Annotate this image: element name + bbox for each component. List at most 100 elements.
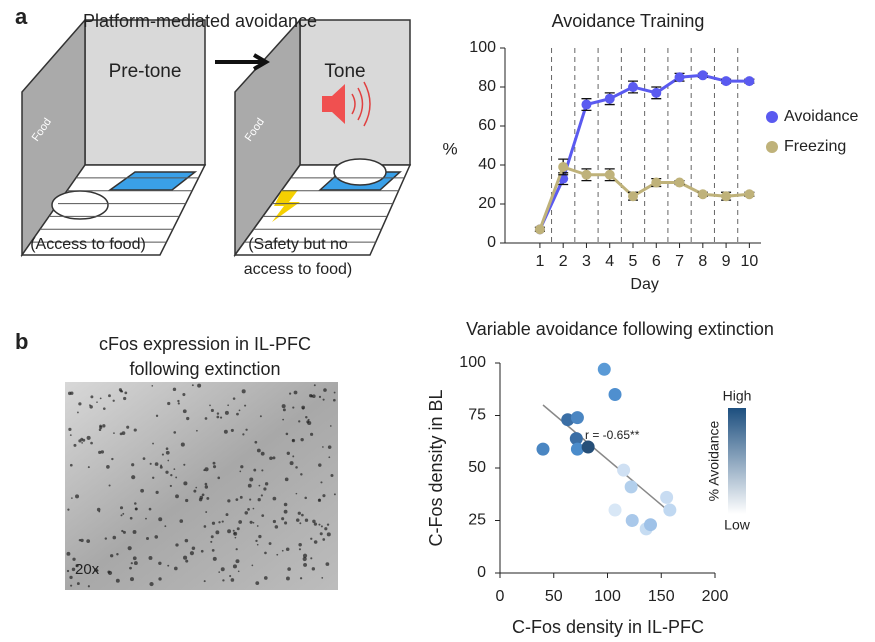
- cell: [255, 540, 257, 542]
- cell: [102, 424, 105, 427]
- cell: [86, 539, 90, 543]
- cell: [310, 538, 312, 540]
- cell: [250, 521, 253, 524]
- cell: [261, 514, 264, 517]
- cell: [73, 444, 76, 447]
- cell: [196, 430, 198, 432]
- cell: [209, 405, 211, 407]
- cell: [177, 400, 179, 402]
- colorbar-high: High: [723, 388, 752, 404]
- cell: [276, 554, 278, 556]
- point: [698, 70, 708, 80]
- x-tick-label: 100: [594, 588, 621, 605]
- cell: [229, 575, 231, 577]
- colorbar: [728, 408, 746, 514]
- cell: [204, 525, 207, 528]
- point: [628, 191, 638, 201]
- cell: [120, 506, 123, 509]
- cell: [314, 540, 318, 544]
- cell: [197, 384, 201, 388]
- cell: [265, 482, 268, 485]
- point: [535, 224, 545, 234]
- cell: [152, 443, 154, 445]
- cell: [98, 451, 101, 454]
- cell: [158, 577, 161, 580]
- cell: [202, 493, 205, 496]
- figure: a b Platform-mediated avoidance Pre-tone…: [0, 0, 875, 642]
- cell: [327, 532, 331, 536]
- x-axis-label: C-Fos density in IL-PFC: [512, 617, 704, 637]
- cell: [193, 490, 196, 493]
- cell: [221, 567, 225, 571]
- cell: [286, 577, 290, 581]
- cell: [287, 452, 290, 455]
- cell: [150, 463, 152, 465]
- cell: [71, 497, 73, 499]
- y-tick-label: 40: [478, 156, 496, 173]
- cell: [320, 532, 323, 535]
- cell: [303, 554, 307, 558]
- y-tick-label: 0: [477, 564, 486, 581]
- cell: [284, 510, 288, 514]
- cell: [298, 420, 300, 422]
- cell: [70, 434, 72, 436]
- cell: [113, 432, 115, 434]
- cell: [80, 438, 83, 441]
- x-tick-label: 2: [559, 253, 568, 270]
- caption: (Access to food): [30, 236, 146, 253]
- cell: [225, 411, 229, 415]
- cell: [298, 543, 301, 546]
- cell: [77, 582, 80, 585]
- cell: [238, 520, 242, 524]
- box-label: Tone: [324, 61, 365, 82]
- point: [582, 441, 595, 454]
- cell: [134, 502, 137, 505]
- cell: [286, 547, 290, 551]
- cell: [258, 498, 261, 501]
- cell: [206, 497, 209, 500]
- cell: [149, 582, 153, 586]
- y-tick-label: 75: [468, 407, 486, 424]
- cell: [113, 400, 115, 402]
- x-tick-label: 1: [535, 253, 544, 270]
- point: [644, 518, 657, 531]
- cell: [298, 512, 301, 515]
- cell: [156, 415, 158, 417]
- cell: [287, 567, 291, 571]
- cell: [158, 562, 161, 565]
- point: [663, 504, 676, 517]
- cell: [212, 522, 215, 525]
- point: [651, 88, 661, 98]
- cell: [245, 429, 247, 431]
- cell: [170, 485, 172, 487]
- y-tick-label: 100: [469, 39, 496, 56]
- cell: [239, 409, 241, 411]
- cell: [319, 396, 321, 398]
- cell: [321, 525, 323, 527]
- point: [744, 76, 754, 86]
- cell: [154, 535, 158, 539]
- schematic-title: Platform-mediated avoidance: [83, 11, 317, 31]
- point: [651, 178, 661, 188]
- y-tick-label: 25: [468, 512, 486, 529]
- cell: [245, 511, 248, 514]
- cell: [67, 509, 69, 511]
- series-line: [540, 75, 749, 229]
- point: [660, 491, 673, 504]
- cell: [213, 557, 217, 561]
- cell: [152, 477, 154, 479]
- cell: [129, 567, 132, 570]
- cell: [222, 579, 224, 581]
- cell: [162, 454, 164, 456]
- cell: [326, 562, 330, 566]
- cell: [304, 497, 307, 500]
- cell: [175, 494, 179, 498]
- cell: [260, 415, 262, 417]
- cell: [78, 402, 81, 405]
- cell: [143, 457, 146, 460]
- cell: [155, 462, 159, 466]
- y-tick-label: 60: [478, 117, 496, 134]
- cell: [235, 498, 238, 501]
- x-axis-label: Day: [630, 276, 658, 293]
- cell: [167, 565, 169, 567]
